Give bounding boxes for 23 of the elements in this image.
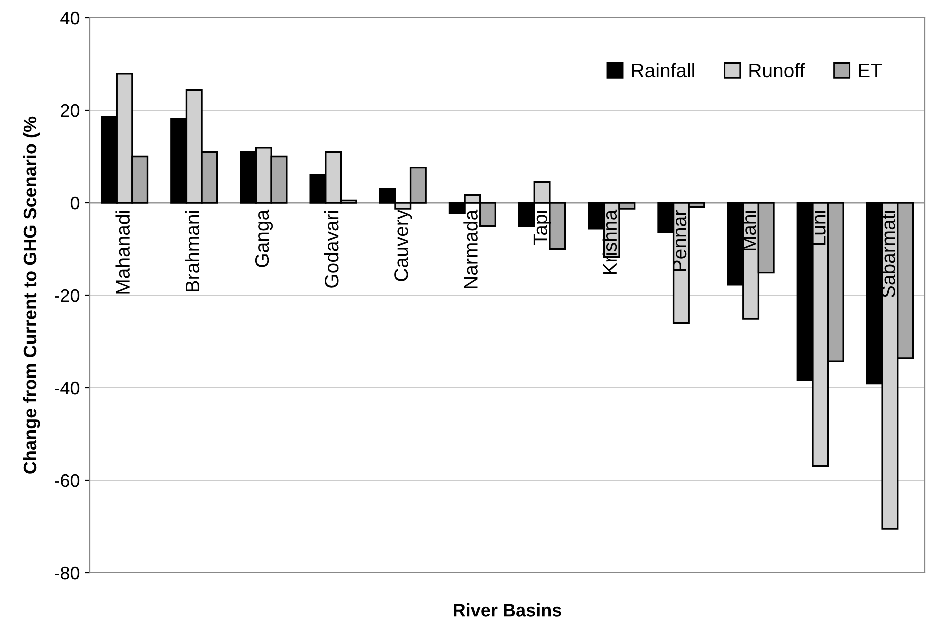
x-tick-label: Ganga (255, 210, 274, 268)
y-tick-label: -20 (54, 289, 80, 302)
y-tick-label: 40 (60, 12, 80, 25)
y-tick-label: 20 (61, 104, 80, 118)
x-axis-title: River Basins (454, 604, 562, 617)
x-tick-label: Narmada (464, 210, 478, 288)
x-tick-label: Godavari (324, 211, 339, 288)
legend-label: Runoff (750, 63, 806, 78)
x-tick-label: Luni (812, 211, 826, 246)
legend-label: Rainfall (632, 63, 694, 78)
legend-label: ET (859, 64, 882, 78)
x-tick-label: Pennar (673, 210, 687, 272)
x-tick-label: Cauvery (394, 210, 412, 282)
y-tick-label: 0 (70, 196, 80, 210)
x-tick-label: Sabarmati (881, 211, 896, 298)
y-tick-label: -60 (54, 474, 80, 488)
x-tick-label: Tapi (533, 211, 552, 246)
y-axis-title: Change from Current to GHG Scenario (% (23, 116, 40, 474)
y-tick-label: -40 (54, 382, 80, 395)
x-tick-label: Brahmani (185, 211, 200, 292)
y-tick-label: -80 (54, 566, 80, 580)
x-tick-label: Krishna (602, 210, 618, 274)
x-tick-label: Mahanadi (116, 211, 130, 294)
